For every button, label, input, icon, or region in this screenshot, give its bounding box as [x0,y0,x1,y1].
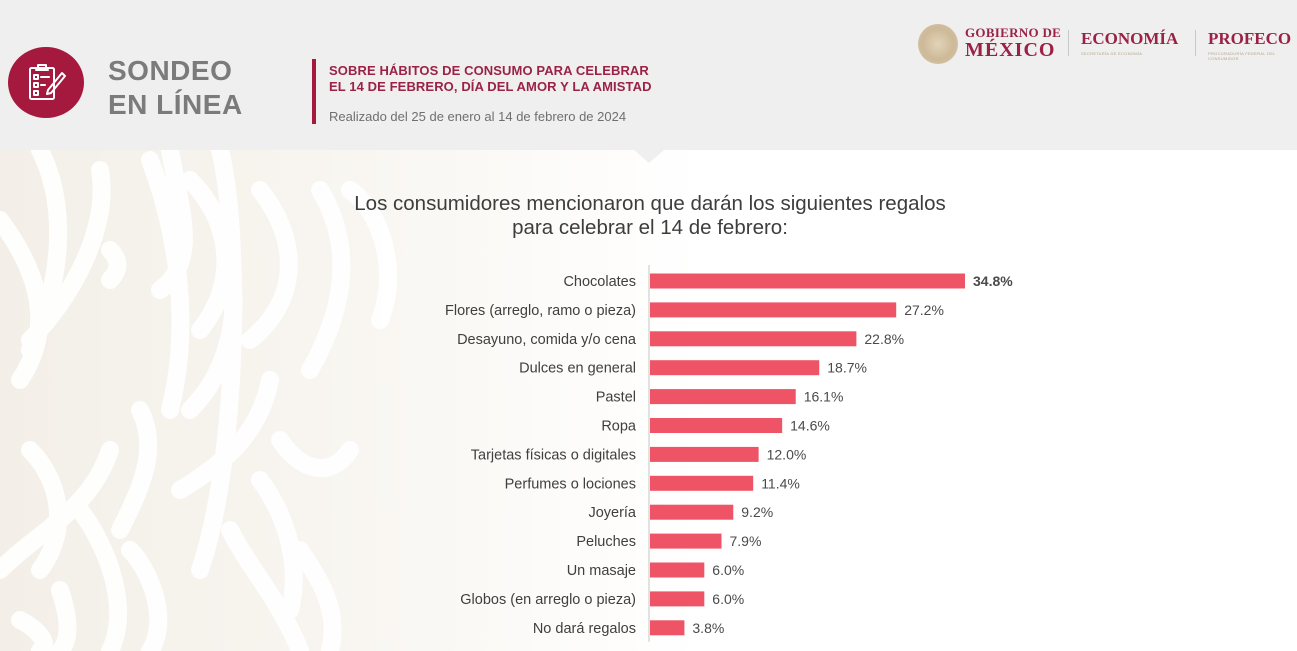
value-label: 3.8% [692,620,724,636]
mexico-emblem-icon [918,24,958,64]
profeco-logo: PROFECO PROCURADURÍA FEDERAL DEL CONSUMI… [1208,29,1297,61]
survey-subtitle: SOBRE HÁBITOS DE CONSUMO PARA CELEBRAR E… [329,63,652,95]
chart-title-line1: Los consumidores mencionaron que darán l… [354,192,946,215]
value-label: 34.8% [973,273,1013,289]
bar [650,273,965,289]
gobierno-line2: MÉXICO [965,39,1056,61]
category-label: No dará regalos [533,621,636,637]
clipboard-checklist-pencil-icon [29,63,66,100]
gobierno-logo: GOBIERNO DE MÉXICO [965,25,1062,61]
category-label: Perfumes o lociones [505,476,636,492]
value-label: 12.0% [767,446,807,462]
category-label: Un masaje [567,563,636,579]
bar [650,302,897,318]
value-label: 7.9% [730,533,762,549]
economia-subtitle: SECRETARÍA DE ECONOMÍA [1081,51,1143,56]
title-accent-bar [312,59,316,124]
subtitle-line2: EL 14 DE FEBRERO, DÍA DEL AMOR Y LA AMIS… [329,79,652,94]
category-label: Chocolates [563,274,636,290]
value-label: 18.7% [827,360,867,376]
bar [650,562,705,578]
value-label: 6.0% [712,562,744,578]
header-pointer [634,150,664,163]
chart-title: Los consumidores mencionaron que darán l… [300,192,1000,240]
report-header: SONDEO EN LÍNEA SOBRE HÁBITOS DE CONSUMO… [0,0,1297,150]
category-label: Joyería [588,505,636,521]
subtitle-line1: SOBRE HÁBITOS DE CONSUMO PARA CELEBRAR [329,63,649,78]
survey-title-line1: SONDEO [108,55,233,86]
bar [650,418,783,433]
background-pattern [0,150,700,651]
survey-title-line2: EN LÍNEA [108,89,243,120]
category-label: Ropa [601,419,637,435]
category-label: Desayuno, comida y/o cena [457,332,637,348]
value-label: 14.6% [790,418,830,434]
value-label: 11.4% [761,475,800,491]
category-label: Peluches [576,534,636,550]
bar [650,475,754,491]
value-label: 27.2% [904,302,944,318]
economia-name: ECONOMÍA [1081,29,1179,48]
bar [650,620,685,636]
bar [650,389,796,405]
bar [650,360,820,376]
profeco-name: PROFECO [1208,29,1292,48]
value-label: 9.2% [741,504,773,520]
survey-title: SONDEO EN LÍNEA [108,54,243,122]
profeco-subtitle: PROCURADURÍA FEDERAL DEL CONSUMIDOR [1208,51,1276,61]
bar [650,331,857,347]
economia-logo: ECONOMÍA SECRETARÍA DE ECONOMÍA [1081,29,1178,56]
category-label: Dulces en general [519,361,636,377]
bar [650,591,705,607]
value-label: 16.1% [804,389,844,405]
chart-title-line2: para celebrar el 14 de febrero: [512,216,788,239]
logo-divider [1195,30,1196,56]
category-label: Pastel [596,390,636,406]
bar [650,533,722,549]
category-label: Flores (arreglo, ramo o pieza) [445,303,636,319]
logo-divider [1068,30,1069,56]
value-label: 22.8% [864,331,904,347]
survey-badge [8,47,84,118]
category-label: Tarjetas físicas o digitales [471,447,636,463]
survey-date-range: Realizado del 25 de enero al 14 de febre… [329,109,627,124]
bar [650,446,759,462]
value-label: 6.0% [712,591,744,607]
category-label: Globos (en arreglo o pieza) [460,592,636,608]
gobierno-line1: GOBIERNO DE [965,25,1062,40]
bar [650,504,734,520]
